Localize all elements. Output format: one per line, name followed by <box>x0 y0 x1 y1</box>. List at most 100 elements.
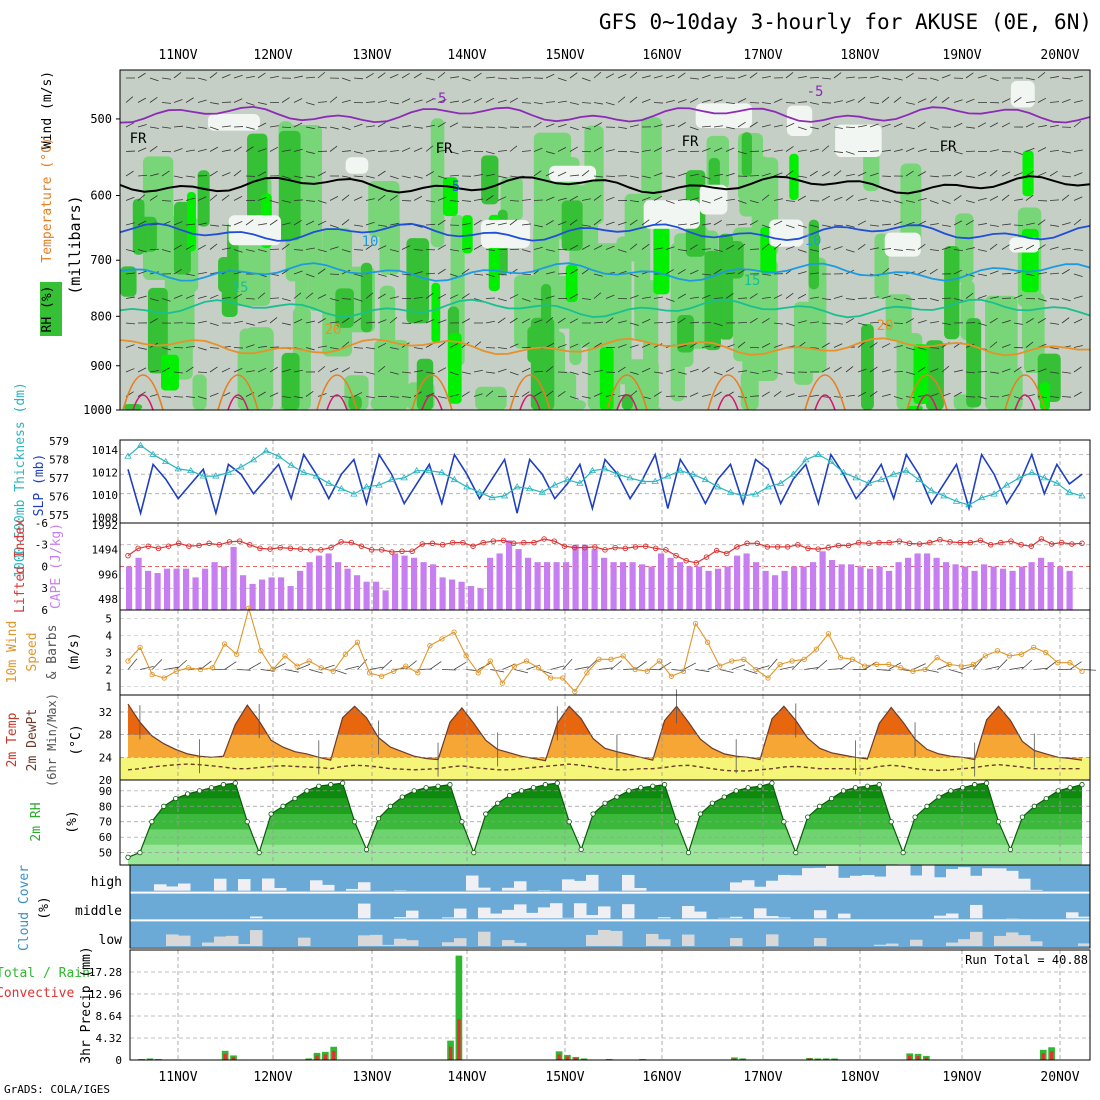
wind-barb <box>965 247 975 250</box>
wind-barb <box>521 102 532 104</box>
wind-speed-marker <box>741 656 747 662</box>
wind-barb <box>713 371 723 376</box>
wind-barb <box>689 296 699 299</box>
wind-barb <box>797 101 807 103</box>
wind-barb <box>233 74 243 79</box>
wind-barb <box>713 76 723 79</box>
wind-barb <box>473 126 483 129</box>
wind-barb <box>413 195 423 201</box>
wind-speed-marker <box>789 658 795 664</box>
dewpoint-line <box>127 763 1082 772</box>
wind-barb <box>353 249 364 251</box>
wind-barb <box>677 172 687 177</box>
wind-barb <box>785 102 796 104</box>
wind-barb <box>521 367 531 373</box>
lifted-index-marker <box>947 539 953 545</box>
rh-band-saturated <box>431 282 441 343</box>
cape-bar <box>411 557 418 610</box>
thickness-marker <box>1053 479 1061 486</box>
pressure-tick-label: 800 <box>90 309 112 323</box>
wind-barb <box>509 97 519 103</box>
wind-barb <box>989 371 999 374</box>
thickness-marker <box>588 466 597 474</box>
rh-axis-label: RH (%) <box>40 286 55 333</box>
wind-barb <box>413 126 423 129</box>
cloud-cover-cell <box>754 908 767 919</box>
wind-barb <box>869 321 880 324</box>
wind-barb <box>149 77 159 82</box>
wind-barb <box>569 219 578 226</box>
wind-barb <box>629 344 639 348</box>
wind-barb <box>929 368 939 373</box>
wind-barb <box>725 293 734 299</box>
wind-barb <box>881 369 891 373</box>
wind-speed-marker <box>1043 649 1049 656</box>
rh2m-axis-unit: (%) <box>65 810 80 833</box>
precip-axis-label: 3hr Precip (mm) <box>79 946 94 1063</box>
rh-marker <box>411 788 417 794</box>
wind-barb <box>1073 345 1083 348</box>
wind-barb <box>1073 366 1082 373</box>
wind-barb <box>1025 170 1034 177</box>
wind-barb <box>197 396 207 400</box>
wind-barb <box>1037 125 1047 128</box>
wind-barb <box>185 223 195 226</box>
cape-bar <box>297 570 304 610</box>
wind-barb <box>833 170 842 177</box>
surface-wind-barb <box>586 659 598 670</box>
surface-wind-barb <box>490 669 505 673</box>
wind-barb <box>917 148 927 152</box>
lifted-index-marker <box>257 545 263 552</box>
rh-marker <box>244 819 250 825</box>
rh-band-moist <box>1023 292 1045 374</box>
cloud-cover-cell <box>454 938 467 946</box>
thickness-tick-label: 575 <box>49 509 69 522</box>
wind-barb <box>1049 170 1058 177</box>
lifted-index-marker <box>906 540 913 547</box>
wind-barb <box>557 221 567 226</box>
wind-barb <box>725 172 735 177</box>
wind-barb <box>293 98 303 103</box>
wind-barb <box>413 271 423 275</box>
precip-convective-bar <box>582 1058 586 1060</box>
lifted-index-marker <box>419 541 426 547</box>
wind-barb <box>509 77 520 80</box>
cloud-cover-cell <box>574 903 587 919</box>
lifted-index-marker <box>977 537 984 544</box>
wind-barb <box>1001 122 1011 128</box>
rh-marker <box>864 783 870 789</box>
wind-barb <box>509 200 520 202</box>
thickness-marker <box>764 483 772 490</box>
wind-barb <box>917 121 926 128</box>
wind-barb <box>569 126 579 131</box>
wind-barb <box>821 298 831 301</box>
wind-barb <box>557 77 567 82</box>
wind-barb <box>521 249 531 253</box>
wind-barb <box>617 126 627 129</box>
rh-marker <box>554 780 560 786</box>
precip-convective-label: Convective <box>0 986 74 1001</box>
thickness-marker <box>224 468 233 475</box>
wind-barb <box>1049 246 1059 250</box>
wind-barb <box>905 298 915 300</box>
wind-speed-marker <box>258 648 264 654</box>
wind-barb <box>221 172 231 177</box>
wind-barb <box>773 220 783 226</box>
wind-barb <box>977 273 987 277</box>
cape-bar <box>800 566 807 610</box>
lifted-index-marker <box>521 539 527 546</box>
wind-barb <box>353 123 363 128</box>
wind-barb <box>125 368 135 373</box>
rh-marker <box>1055 788 1061 794</box>
wind-barb <box>161 249 171 253</box>
wind-barb <box>413 370 423 373</box>
wind-speed-marker <box>717 663 723 669</box>
thickness-marker <box>651 477 659 484</box>
thickness-marker <box>915 475 923 483</box>
wind-barb <box>353 175 364 178</box>
cloud-cover-cell <box>394 917 407 919</box>
wind-barb <box>161 102 171 104</box>
wind-barb <box>641 149 651 152</box>
temperature-contour-25 <box>906 374 948 411</box>
cloud-cover-cell <box>886 943 899 946</box>
